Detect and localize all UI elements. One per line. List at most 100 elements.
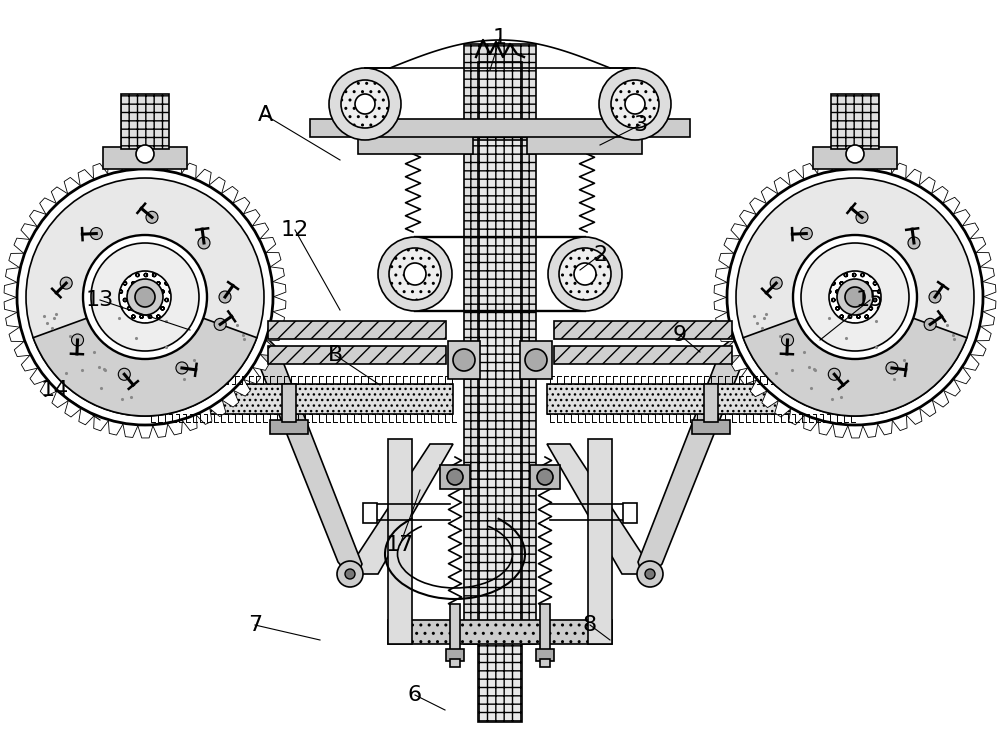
- Polygon shape: [181, 163, 196, 180]
- Polygon shape: [29, 211, 47, 227]
- Polygon shape: [40, 379, 58, 397]
- Polygon shape: [931, 186, 948, 204]
- Circle shape: [782, 334, 794, 346]
- Polygon shape: [265, 326, 281, 341]
- Circle shape: [198, 237, 210, 249]
- Polygon shape: [962, 353, 979, 370]
- Circle shape: [219, 291, 231, 303]
- Polygon shape: [804, 414, 819, 431]
- Circle shape: [637, 561, 663, 587]
- Polygon shape: [14, 341, 31, 356]
- Circle shape: [90, 228, 102, 240]
- Polygon shape: [9, 253, 25, 268]
- Polygon shape: [719, 326, 735, 341]
- Polygon shape: [259, 238, 276, 253]
- Polygon shape: [232, 197, 250, 215]
- Polygon shape: [719, 253, 735, 268]
- Polygon shape: [78, 169, 94, 186]
- Bar: [121, 94, 169, 149]
- Polygon shape: [980, 311, 995, 326]
- Polygon shape: [4, 297, 18, 313]
- Wedge shape: [33, 297, 257, 416]
- Polygon shape: [833, 423, 848, 438]
- Polygon shape: [269, 267, 284, 282]
- Circle shape: [17, 169, 273, 425]
- Circle shape: [345, 569, 355, 579]
- Polygon shape: [233, 379, 250, 396]
- Bar: [478, 62, 522, 722]
- Bar: [440, 465, 470, 489]
- Circle shape: [127, 279, 163, 315]
- Polygon shape: [877, 420, 892, 435]
- Polygon shape: [750, 379, 768, 397]
- Polygon shape: [731, 354, 748, 371]
- Circle shape: [599, 68, 671, 140]
- Polygon shape: [832, 156, 848, 171]
- Polygon shape: [94, 414, 109, 431]
- Polygon shape: [108, 420, 124, 435]
- Text: 13: 13: [86, 290, 114, 310]
- Text: 14: 14: [41, 380, 69, 400]
- Circle shape: [91, 243, 199, 351]
- Polygon shape: [21, 223, 38, 240]
- Polygon shape: [761, 187, 779, 205]
- Circle shape: [72, 334, 84, 346]
- Polygon shape: [221, 390, 239, 407]
- Circle shape: [453, 349, 475, 371]
- Text: 12: 12: [281, 220, 309, 240]
- Circle shape: [929, 291, 941, 303]
- Polygon shape: [209, 399, 226, 417]
- Bar: [282, 384, 296, 422]
- Text: 6: 6: [408, 685, 422, 705]
- Bar: [692, 420, 730, 434]
- Bar: [268, 321, 446, 339]
- Polygon shape: [547, 444, 655, 574]
- Polygon shape: [969, 238, 986, 253]
- Circle shape: [355, 94, 375, 114]
- Bar: [540, 604, 550, 652]
- Bar: [623, 503, 637, 523]
- Circle shape: [60, 277, 72, 289]
- Text: 7: 7: [248, 615, 262, 635]
- Text: 15: 15: [856, 290, 884, 310]
- Circle shape: [645, 569, 655, 579]
- Polygon shape: [762, 390, 779, 408]
- Polygon shape: [259, 340, 276, 356]
- Polygon shape: [962, 223, 979, 240]
- Bar: [527, 136, 642, 154]
- Polygon shape: [750, 198, 767, 215]
- Polygon shape: [953, 210, 970, 226]
- Polygon shape: [208, 177, 225, 194]
- Polygon shape: [123, 423, 138, 438]
- Text: 3: 3: [633, 115, 647, 135]
- Polygon shape: [931, 390, 949, 407]
- Polygon shape: [9, 326, 25, 341]
- Polygon shape: [818, 159, 833, 174]
- Polygon shape: [252, 353, 269, 370]
- Polygon shape: [79, 408, 95, 425]
- Polygon shape: [739, 211, 757, 227]
- Text: 17: 17: [386, 535, 414, 555]
- Bar: [554, 321, 732, 339]
- Polygon shape: [14, 238, 31, 254]
- Polygon shape: [982, 281, 996, 297]
- Circle shape: [908, 237, 920, 249]
- Polygon shape: [221, 186, 238, 204]
- Text: 8: 8: [583, 615, 597, 635]
- Circle shape: [770, 277, 782, 289]
- Circle shape: [727, 169, 983, 425]
- Polygon shape: [272, 281, 286, 297]
- Polygon shape: [166, 159, 182, 174]
- Circle shape: [574, 263, 596, 285]
- Polygon shape: [108, 159, 123, 174]
- Polygon shape: [716, 312, 731, 327]
- Polygon shape: [905, 169, 921, 186]
- Bar: [450, 659, 460, 667]
- Circle shape: [548, 237, 622, 311]
- Polygon shape: [862, 156, 877, 171]
- Bar: [388, 620, 612, 644]
- Circle shape: [26, 178, 264, 416]
- Bar: [270, 420, 308, 434]
- Bar: [148, 384, 453, 414]
- Circle shape: [119, 271, 171, 323]
